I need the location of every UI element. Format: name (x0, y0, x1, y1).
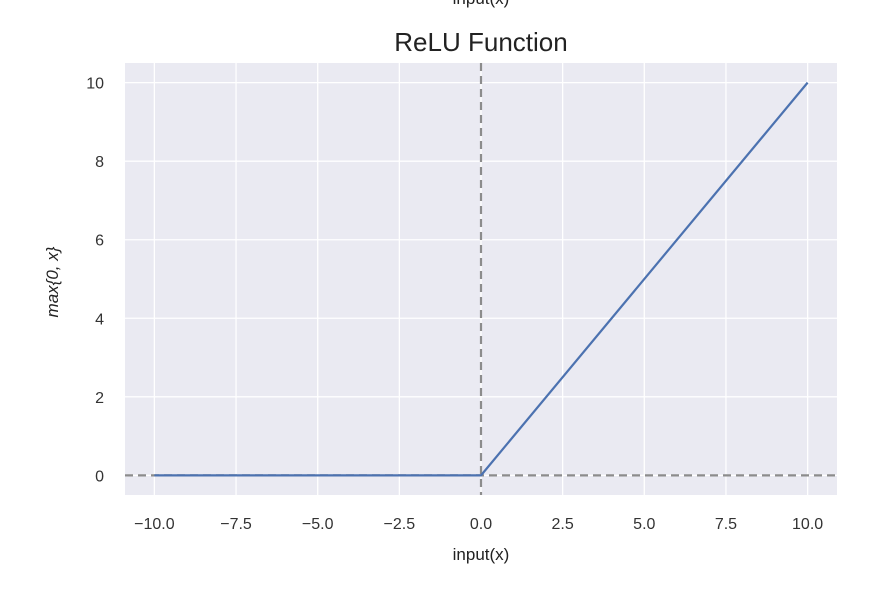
y-tick-label: 8 (95, 154, 104, 171)
top-caption-fragment: input(x) (453, 0, 510, 8)
x-tick-label: −5.0 (302, 516, 334, 533)
series-lines (154, 81, 809, 477)
y-tick-label: 4 (95, 311, 104, 328)
x-tick-label: 7.5 (715, 516, 737, 533)
x-tick-label: −2.5 (384, 516, 416, 533)
y-tick-label: 10 (86, 76, 104, 93)
y-tick-label: 6 (95, 233, 104, 250)
x-tick-labels: −10.0 −7.5 −5.0 −2.5 0.0 2.5 5.0 7.5 10.0 (134, 516, 823, 533)
y-axis-label: max{0, x} (43, 246, 62, 317)
relu-series-line (154, 81, 809, 477)
chart-title: ReLU Function (394, 27, 567, 57)
x-tick-label: 10.0 (792, 516, 823, 533)
x-tick-label: 5.0 (633, 516, 655, 533)
x-tick-label: 2.5 (552, 516, 574, 533)
x-tick-label: −10.0 (134, 516, 175, 533)
x-axis-label: input(x) (453, 545, 510, 564)
y-tick-labels: 0 2 4 6 8 10 (86, 76, 104, 486)
y-tick-label: 0 (95, 468, 104, 485)
x-tick-label: −7.5 (220, 516, 252, 533)
x-tick-label: 0.0 (470, 516, 492, 533)
y-tick-label: 2 (95, 390, 104, 407)
